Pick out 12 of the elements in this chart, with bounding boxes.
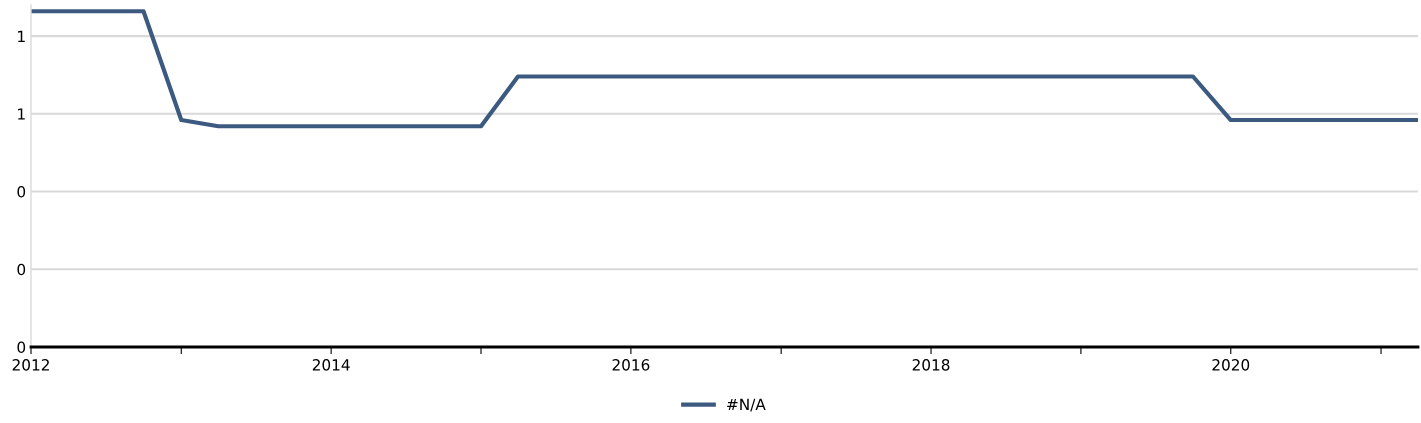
x-tick-label: 2012 [12, 359, 49, 371]
y-tick-label: 0 [17, 263, 26, 276]
x-tick-label: 2020 [1212, 359, 1250, 371]
x-tick-label: 2018 [912, 359, 950, 371]
legend-label: #N/A [727, 398, 766, 412]
y-tick-label: 1 [18, 30, 25, 42]
y-tick-label: 0 [17, 186, 26, 198]
y-tick-label: 0 [17, 341, 26, 354]
line-series [31, 9, 1418, 129]
x-tick-label: 2016 [612, 359, 650, 371]
x-tick-label: 2014 [312, 359, 350, 371]
y-tick-label: 1 [18, 108, 25, 120]
